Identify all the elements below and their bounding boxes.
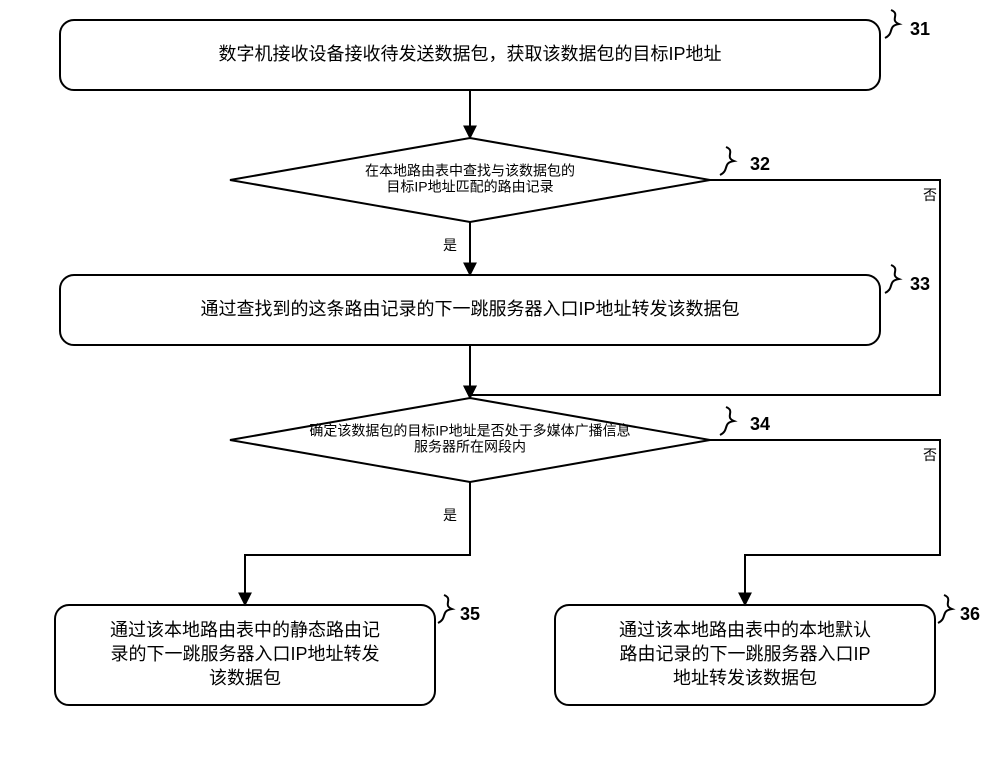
- step-number: 35: [460, 604, 480, 624]
- box-text: 通过该本地路由表中的本地默认: [619, 620, 871, 640]
- diamond-text: 确定该数据包的目标IP地址是否处于多媒体广播信息: [309, 423, 630, 439]
- flow-edge: [710, 440, 940, 605]
- box-text: 通过查找到的这条路由记录的下一跳服务器入口IP地址转发该数据包: [200, 299, 739, 319]
- edge-label: 是: [443, 237, 457, 253]
- edge-label: 是: [443, 507, 457, 523]
- box-text: 录的下一跳服务器入口IP地址转发: [110, 644, 379, 664]
- step-number: 34: [750, 414, 770, 434]
- box-text: 数字机接收设备接收待发送数据包，获取该数据包的目标IP地址: [218, 44, 721, 64]
- edge-label: 否: [923, 187, 937, 203]
- box-text: 地址转发该数据包: [673, 668, 817, 688]
- edge-label: 否: [923, 447, 937, 463]
- flow-edge: [245, 482, 470, 605]
- diamond-text: 服务器所在网段内: [414, 439, 526, 455]
- diamond-text: 目标IP地址匹配的路由记录: [386, 179, 553, 195]
- box-text: 该数据包: [209, 668, 281, 688]
- step-number: 36: [960, 604, 980, 624]
- box-text: 通过该本地路由表中的静态路由记: [110, 620, 380, 640]
- step-number: 32: [750, 154, 770, 174]
- step-number: 31: [910, 19, 930, 39]
- diamond-text: 在本地路由表中查找与该数据包的: [365, 163, 575, 179]
- box-text: 路由记录的下一跳服务器入口IP: [619, 644, 870, 664]
- step-number: 33: [910, 274, 930, 294]
- flow-edge: [470, 180, 940, 398]
